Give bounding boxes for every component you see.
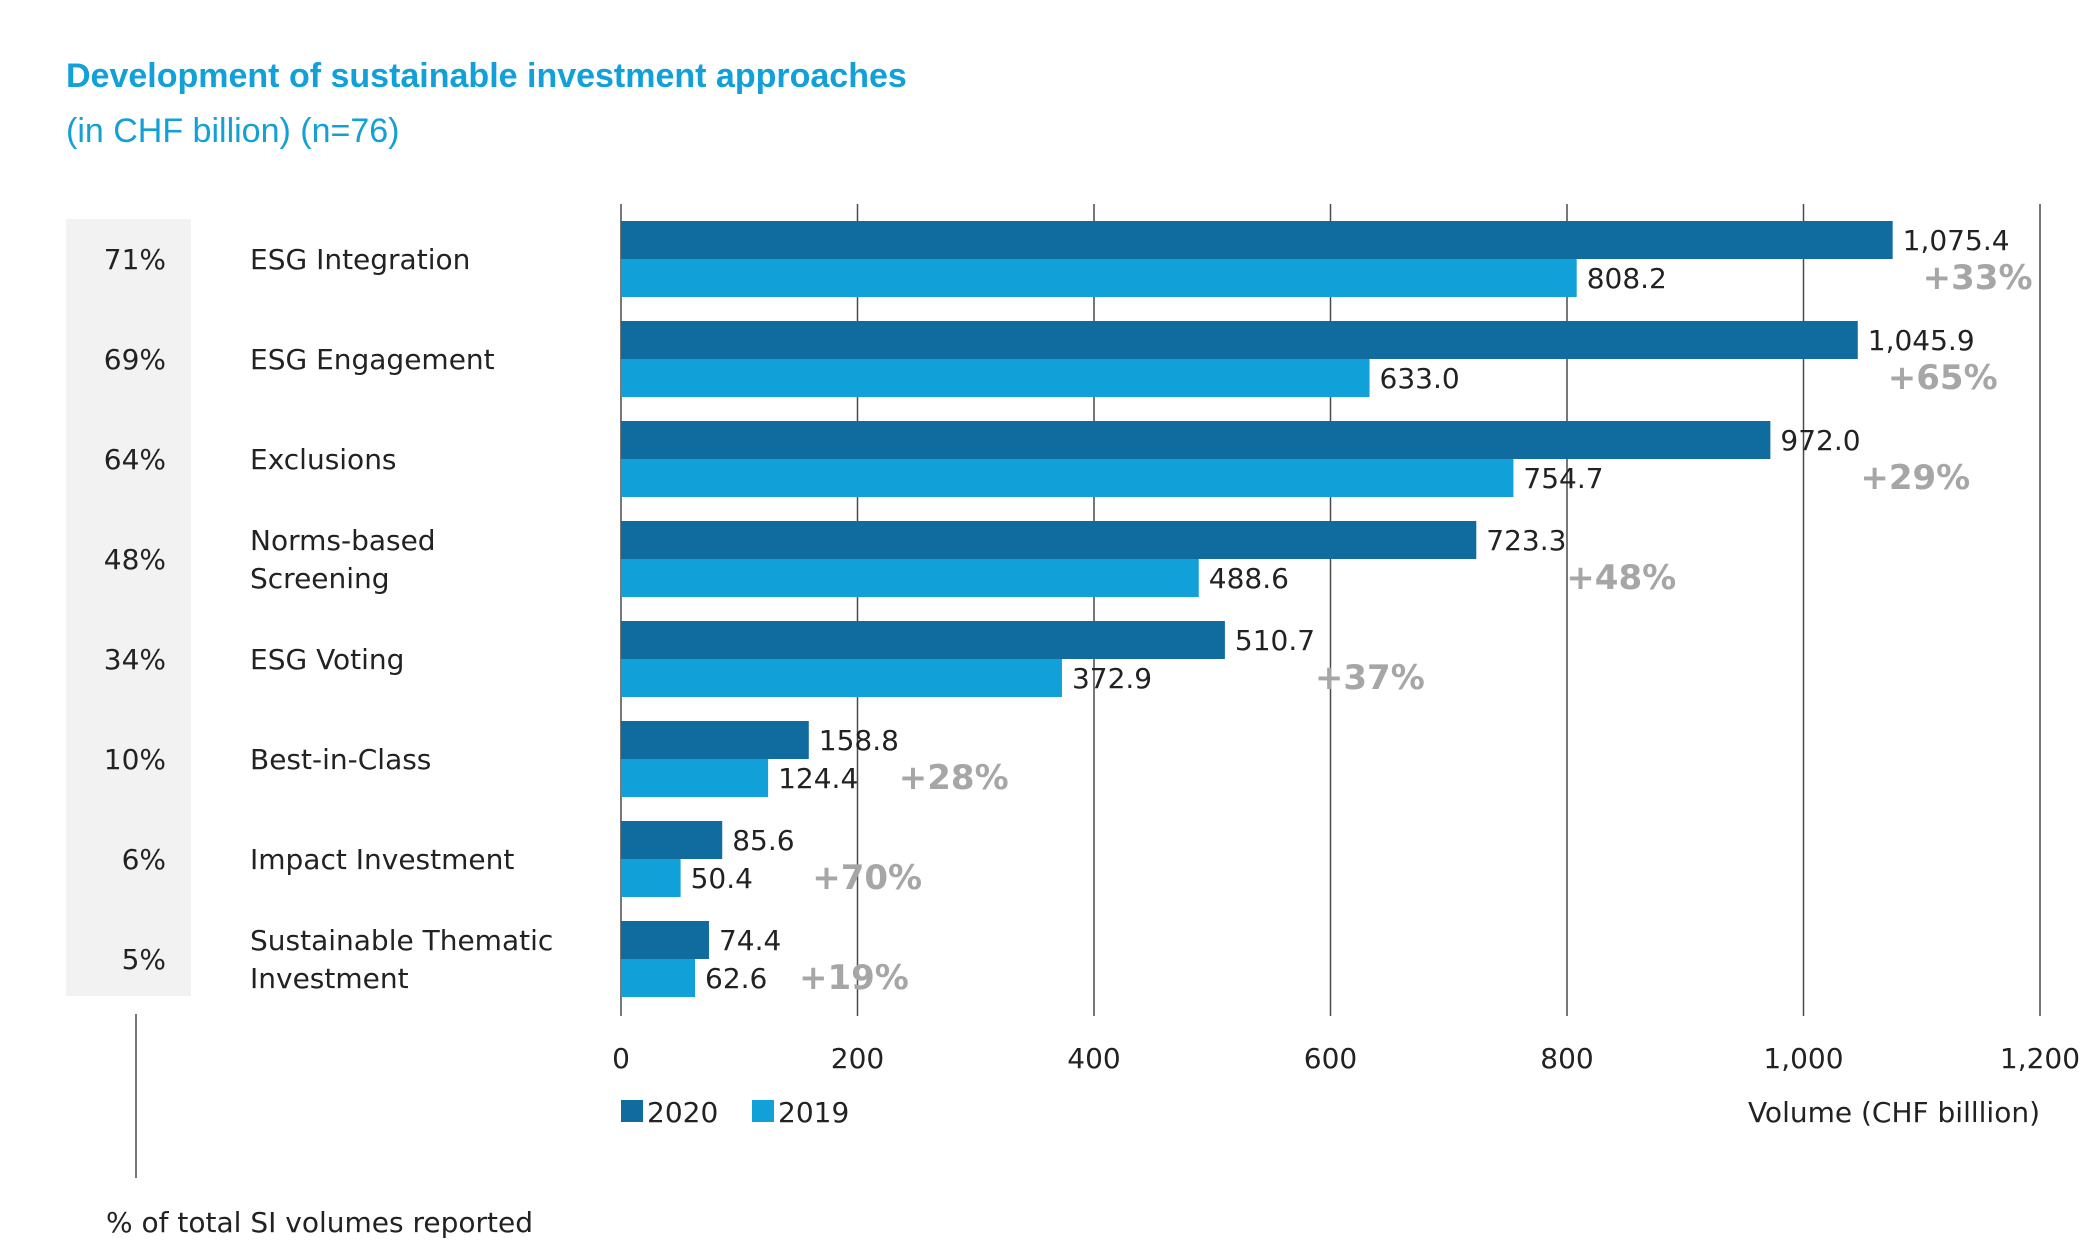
growth-label: +37% [1315, 658, 1425, 698]
category-label: Best-in-Class [250, 743, 431, 776]
x-tick-label: 1,000 [1763, 1042, 1843, 1075]
share-panel [66, 219, 191, 996]
x-axis: 0 200 400 600 800 1,000 1,200 [612, 1042, 2080, 1075]
bar-2020 [621, 321, 1858, 359]
bar-2020 [621, 621, 1225, 659]
data-label-2019: 488.6 [1209, 562, 1289, 595]
share-percent: 6% [122, 843, 166, 876]
growth-label: +33% [1923, 258, 2033, 298]
category-label: ESG Integration [250, 243, 470, 276]
bar-2019 [621, 759, 769, 797]
data-label-2019: 124.4 [778, 762, 858, 795]
data-label-2019: 50.4 [691, 862, 753, 895]
bar-2019 [621, 359, 1370, 397]
data-label-2020: 74.4 [719, 924, 781, 957]
x-tick-label: 400 [1067, 1042, 1120, 1075]
x-axis-label: Volume (CHF billlion) [1748, 1096, 2040, 1129]
category-label: ESG Engagement [250, 343, 495, 376]
share-caption: % of total SI volumes reported [106, 1206, 533, 1239]
data-label-2019: 372.9 [1072, 662, 1152, 695]
category-label-line2: Investment [250, 962, 409, 995]
bar-2020 [621, 721, 809, 759]
data-label-2020: 1,045.9 [1868, 324, 1975, 357]
data-label-2019: 633.0 [1380, 362, 1460, 395]
legend-swatch-2019 [752, 1100, 774, 1122]
growth-label: +19% [799, 958, 909, 998]
legend-label-2019: 2019 [778, 1096, 849, 1129]
bar-2019 [621, 259, 1577, 297]
data-label-2019: 808.2 [1587, 262, 1667, 295]
bar-2020 [621, 821, 723, 859]
x-tick-label: 600 [1304, 1042, 1357, 1075]
data-label-2020: 1,075.4 [1903, 224, 2010, 257]
legend: 2020 2019 [621, 1096, 849, 1129]
category-label: Exclusions [250, 443, 397, 476]
category-label: Sustainable Thematic [250, 924, 553, 957]
bar-2020 [621, 221, 1893, 259]
share-percent: 64% [104, 443, 166, 476]
bar-2020 [621, 521, 1477, 559]
data-label-2020: 85.6 [732, 824, 794, 857]
share-percent: 34% [104, 643, 166, 676]
bar-2019 [621, 959, 696, 997]
data-label-2020: 723.3 [1486, 524, 1566, 557]
bar-2019 [621, 659, 1062, 697]
growth-label: +48% [1566, 558, 1676, 598]
growth-label: +28% [899, 758, 1009, 798]
category-label: Norms-based [250, 524, 436, 557]
chart-subtitle: (in CHF billion) (n=76) [66, 112, 400, 150]
bar-2020 [621, 921, 709, 959]
x-tick-label: 800 [1540, 1042, 1593, 1075]
chart-title: Development of sustainable investment ap… [66, 57, 907, 95]
data-label-2019: 62.6 [705, 962, 767, 995]
data-label-2020: 972.0 [1780, 424, 1860, 457]
labels: 1,075.4 808.2 +33% ESG Integration 71% 1,045.… [104, 224, 2033, 998]
share-percent: 71% [104, 243, 166, 276]
category-label: Impact Investment [250, 843, 514, 876]
bar-2019 [621, 859, 681, 897]
category-label-line2: Screening [250, 562, 390, 595]
growth-label: +70% [812, 858, 922, 898]
category-label: ESG Voting [250, 643, 404, 676]
data-label-2020: 510.7 [1235, 624, 1315, 657]
legend-swatch-2020 [621, 1100, 643, 1122]
legend-label-2020: 2020 [647, 1096, 718, 1129]
data-label-2020: 158.8 [819, 724, 899, 757]
x-tick-label: 200 [831, 1042, 884, 1075]
bar-2019 [621, 459, 1514, 497]
share-percent: 10% [104, 743, 166, 776]
growth-label: +65% [1888, 358, 1998, 398]
share-percent: 48% [104, 543, 166, 576]
bars [621, 221, 1893, 997]
bar-2020 [621, 421, 1771, 459]
data-label-2019: 754.7 [1523, 462, 1603, 495]
share-percent: 69% [104, 343, 166, 376]
x-tick-label: 1,200 [2000, 1042, 2080, 1075]
share-percent: 5% [122, 943, 166, 976]
growth-label: +29% [1860, 458, 1970, 498]
x-tick-label: 0 [612, 1042, 630, 1075]
bar-2019 [621, 559, 1199, 597]
